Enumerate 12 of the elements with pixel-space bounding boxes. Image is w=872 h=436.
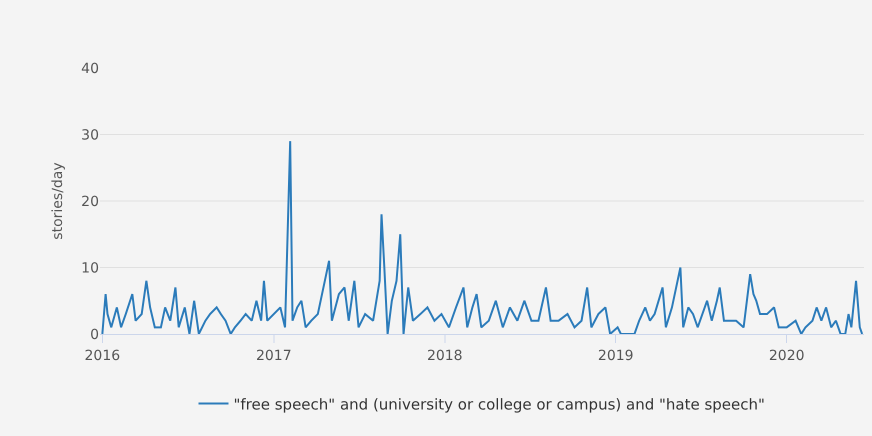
x-tick-label: 2016: [84, 348, 120, 364]
y-tick-label: 20: [81, 194, 99, 210]
y-tick-label: 10: [81, 260, 99, 276]
y-tick-label: 40: [81, 60, 99, 77]
x-tick-label: 2017: [256, 348, 292, 364]
y-tick-label: 0: [90, 326, 99, 343]
y-axis-title: stories/day: [50, 162, 66, 240]
x-tick-label: 2018: [426, 348, 463, 364]
x-tick-label: 2020: [768, 348, 805, 364]
x-tick-label: 2019: [598, 348, 634, 364]
y-tick-label: 30: [81, 127, 99, 144]
legend-label: "free speech" and (university or college or campus) and "hate speech": [234, 395, 765, 414]
